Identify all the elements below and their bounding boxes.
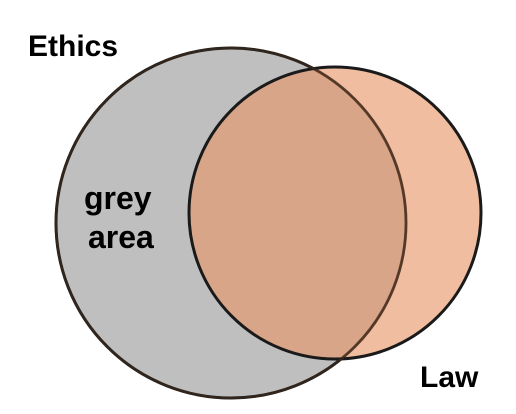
ethics-label: Ethics xyxy=(28,30,118,63)
ethics-circle-outline xyxy=(54,46,408,400)
law-circle xyxy=(187,65,483,361)
law-label: Law xyxy=(420,361,479,394)
grey-area-label-line1: grey xyxy=(84,180,152,216)
grey-area-label-line2: area xyxy=(88,219,154,255)
